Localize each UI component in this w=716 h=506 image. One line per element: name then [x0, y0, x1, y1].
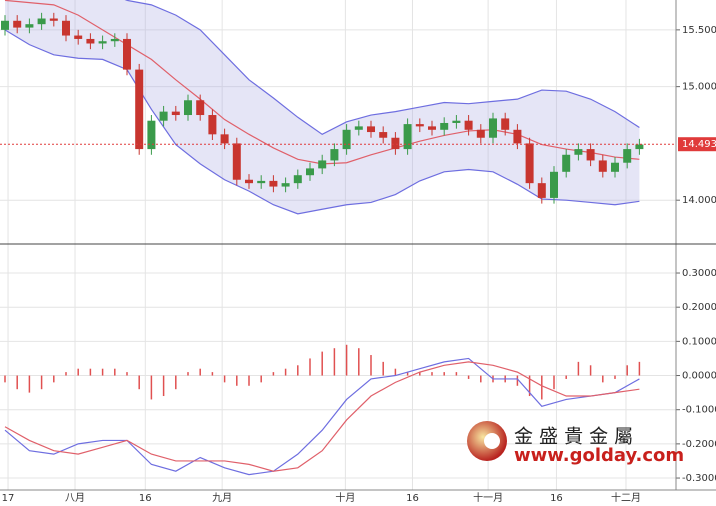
candle-body [86, 38, 95, 44]
candle-body [513, 129, 522, 144]
macd-line [4, 361, 640, 472]
candle-body [74, 35, 83, 39]
candle-body [501, 118, 510, 130]
candle-body [476, 129, 485, 138]
candle-body [403, 124, 412, 150]
last-box [678, 137, 716, 152]
candle-body [110, 38, 119, 42]
candle-body [1, 20, 9, 30]
candle-body [306, 168, 314, 176]
candle-body [598, 160, 607, 172]
candle-body [62, 20, 70, 36]
y-tick-label: 0.0000 [682, 371, 716, 382]
candle-body [367, 126, 375, 133]
y-tick-label: 15.500 [682, 25, 716, 36]
candle-body [13, 20, 22, 28]
y-tick-label: -0.3000 [682, 473, 716, 484]
candle-body [452, 120, 461, 123]
y-tick-label: 0.1000 [682, 336, 716, 347]
x-tick-label: 16 [406, 493, 419, 504]
candle-body [464, 120, 473, 130]
brand: 金 盛 貴 金 屬 [514, 426, 633, 448]
lower-band [4, 29, 640, 215]
candle-body [586, 149, 595, 161]
candle-body [135, 69, 144, 150]
candle-body [25, 24, 34, 28]
candle-body [123, 38, 131, 70]
candle-body [415, 124, 424, 127]
upper-band [4, 0, 640, 136]
y-tick-label: -0.2000 [682, 439, 716, 450]
candle-body [147, 120, 156, 150]
candle-body [574, 149, 583, 155]
candle-body [220, 134, 229, 144]
candle-body [354, 126, 363, 130]
candle-body [537, 183, 546, 198]
candle-body [257, 180, 266, 184]
band-fill [5, 0, 640, 214]
candle-body [623, 149, 632, 163]
candle-body [635, 144, 644, 150]
x-tick-label: 16 [139, 493, 152, 504]
candle-body [293, 175, 302, 184]
candle-body [391, 137, 400, 150]
watermark: 金 盛 貴 金 屬 www.golday.com [467, 421, 684, 466]
candle-body [550, 171, 558, 198]
candle-body [269, 180, 278, 187]
candle-body [428, 126, 436, 130]
candle-body [318, 160, 327, 169]
candle-body [37, 18, 46, 25]
candle-body [330, 149, 339, 161]
candle-body [440, 122, 449, 130]
price-panel [0, 0, 676, 215]
y-tick-label: 14.000 [682, 195, 716, 206]
candle-body [281, 183, 290, 187]
candle-body [159, 111, 168, 121]
x-tick-label: 十月 [335, 491, 355, 504]
logo-inner [484, 433, 500, 449]
candle-body [171, 111, 180, 116]
macd-panel [4, 344, 641, 476]
candle-body [245, 179, 253, 184]
x-tick-label: 17 [2, 493, 15, 504]
url: www.golday.com [514, 445, 684, 466]
x-tick-label: 八月 [65, 492, 85, 504]
x-tick-label: 十一月 [473, 491, 503, 504]
y-tick-label: -0.1000 [682, 405, 716, 416]
candle-body [49, 18, 58, 21]
y-tick-label: 0.3000 [682, 268, 716, 279]
candle-body [184, 100, 192, 116]
grid [0, 0, 676, 490]
candle-body [342, 129, 351, 150]
x-tick-label: 九月 [212, 492, 232, 504]
y-tick-label: 0.2000 [682, 302, 716, 313]
candle-body [379, 132, 388, 138]
last-label: 14.493 [682, 139, 716, 150]
candle-body [208, 115, 217, 135]
candle-body [232, 143, 241, 180]
macd-line [4, 357, 640, 476]
candle-body [98, 41, 107, 44]
candle-body [525, 143, 534, 184]
candle-body [611, 162, 619, 172]
candle-body [196, 100, 205, 116]
x-tick-label: 16 [550, 493, 563, 504]
candle-body [489, 118, 497, 138]
candle-body [562, 154, 571, 172]
x-tick-label: 十二月 [611, 491, 641, 504]
y-tick-label: 15.000 [682, 82, 716, 93]
